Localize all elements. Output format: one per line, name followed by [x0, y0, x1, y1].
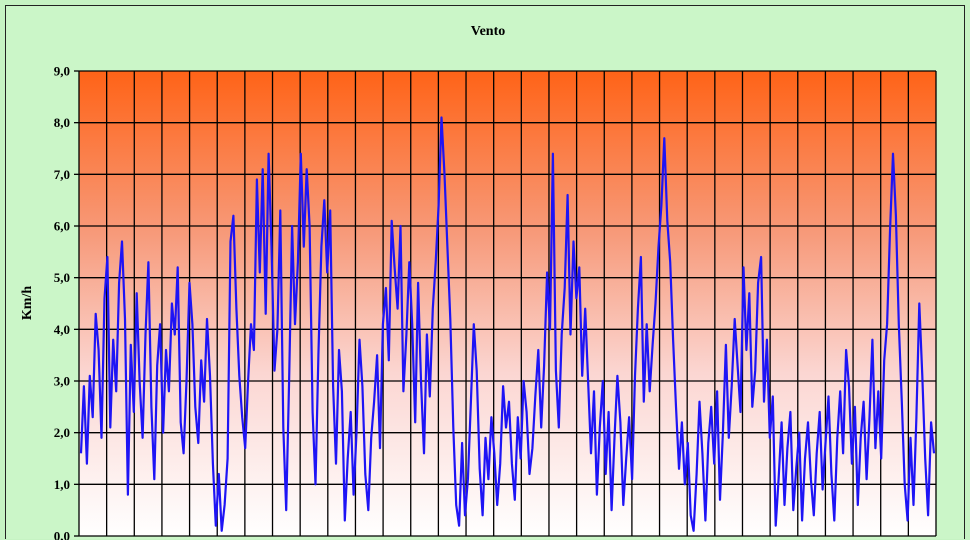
y-tick-label: 9,0 [54, 64, 70, 79]
y-tick-label: 7,0 [54, 167, 70, 182]
y-tick-label: 4,0 [54, 322, 70, 337]
y-tick-label: 2,0 [54, 425, 70, 440]
y-tick-label: 1,0 [54, 477, 70, 492]
chart-container: 0,0 1,0 2,0 3,0 4,0 5,0 6,0 7,0 8,0 9,0 Vento Km/… [5, 5, 965, 539]
y-tick-label: 8,0 [54, 115, 70, 130]
y-tick-label: 6,0 [54, 219, 70, 234]
plot-area [79, 71, 936, 536]
y-tick-label: 0,0 [54, 529, 70, 540]
chart-svg: 0,0 1,0 2,0 3,0 4,0 5,0 6,0 7,0 8,0 9,0 Vento Km/… [6, 6, 966, 540]
y-axis-label: Km/h [20, 286, 35, 320]
chart-title: Vento [471, 24, 506, 39]
y-tick-label: 3,0 [54, 374, 70, 389]
y-tick-label: 5,0 [54, 270, 70, 285]
y-tick-labels: 0,0 1,0 2,0 3,0 4,0 5,0 6,0 7,0 8,0 9,0 [54, 64, 70, 540]
